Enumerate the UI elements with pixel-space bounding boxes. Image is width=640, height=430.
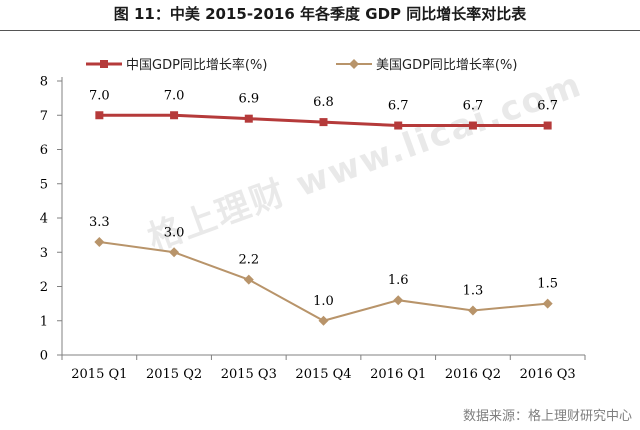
x-tick-label: 2015 Q2	[146, 367, 202, 382]
title-divider	[0, 30, 640, 31]
data-label-china: 6.8	[313, 95, 334, 110]
data-label-china: 6.7	[388, 99, 409, 114]
y-tick-label: 3	[40, 246, 48, 261]
x-tick-label: 2015 Q1	[71, 367, 127, 382]
data-point-usa	[467, 305, 478, 316]
data-point-china	[319, 118, 328, 127]
data-point-china	[244, 114, 253, 123]
data-point-usa	[542, 298, 553, 309]
source-note: 数据来源：格上理财研究中心	[462, 409, 632, 424]
data-label-usa: 3.3	[89, 215, 110, 230]
data-point-china	[95, 111, 104, 120]
x-tick-label: 2016 Q1	[370, 367, 426, 382]
data-label-china: 6.9	[238, 92, 259, 107]
data-point-usa	[318, 315, 329, 326]
x-tick-label: 2016 Q3	[520, 367, 576, 382]
y-tick-label: 2	[40, 280, 48, 295]
data-label-china: 7.0	[89, 88, 110, 103]
data-label-china: 6.7	[537, 99, 558, 114]
data-point-china	[394, 121, 403, 130]
data-label-usa: 1.0	[313, 294, 334, 309]
data-point-usa	[243, 274, 254, 285]
x-tick-label: 2015 Q3	[221, 367, 277, 382]
y-tick-label: 0	[40, 349, 48, 364]
data-point-usa	[94, 236, 105, 247]
data-label-usa: 3.0	[164, 225, 185, 240]
chart-title: 图 11：中美 2015-2016 年各季度 GDP 同比增长率对比表	[113, 5, 527, 23]
legend-label-usa: 美国GDP同比增长率(%)	[376, 57, 517, 73]
data-label-usa: 1.3	[463, 283, 484, 298]
data-label-china: 6.7	[463, 99, 484, 114]
y-tick-label: 8	[40, 75, 48, 90]
legend-label-china: 中国GDP同比增长率(%)	[126, 57, 267, 73]
y-tick-label: 5	[40, 177, 48, 192]
data-point-china	[543, 121, 552, 130]
data-label-usa: 1.5	[537, 277, 558, 292]
legend-marker-china	[100, 60, 108, 68]
data-point-china	[468, 121, 477, 130]
data-point-china	[170, 111, 179, 120]
data-label-china: 7.0	[164, 88, 185, 103]
data-point-usa	[169, 247, 180, 258]
y-tick-label: 4	[40, 212, 48, 227]
y-tick-label: 7	[40, 109, 48, 124]
y-tick-label: 1	[40, 314, 48, 329]
data-point-usa	[393, 295, 404, 306]
data-label-usa: 1.6	[388, 273, 409, 288]
legend-marker-usa	[349, 59, 359, 69]
x-tick-label: 2015 Q4	[295, 367, 351, 382]
x-tick-label: 2016 Q2	[445, 367, 501, 382]
data-label-usa: 2.2	[238, 253, 259, 268]
y-tick-label: 6	[40, 143, 48, 158]
series-line-usa	[99, 240, 548, 322]
